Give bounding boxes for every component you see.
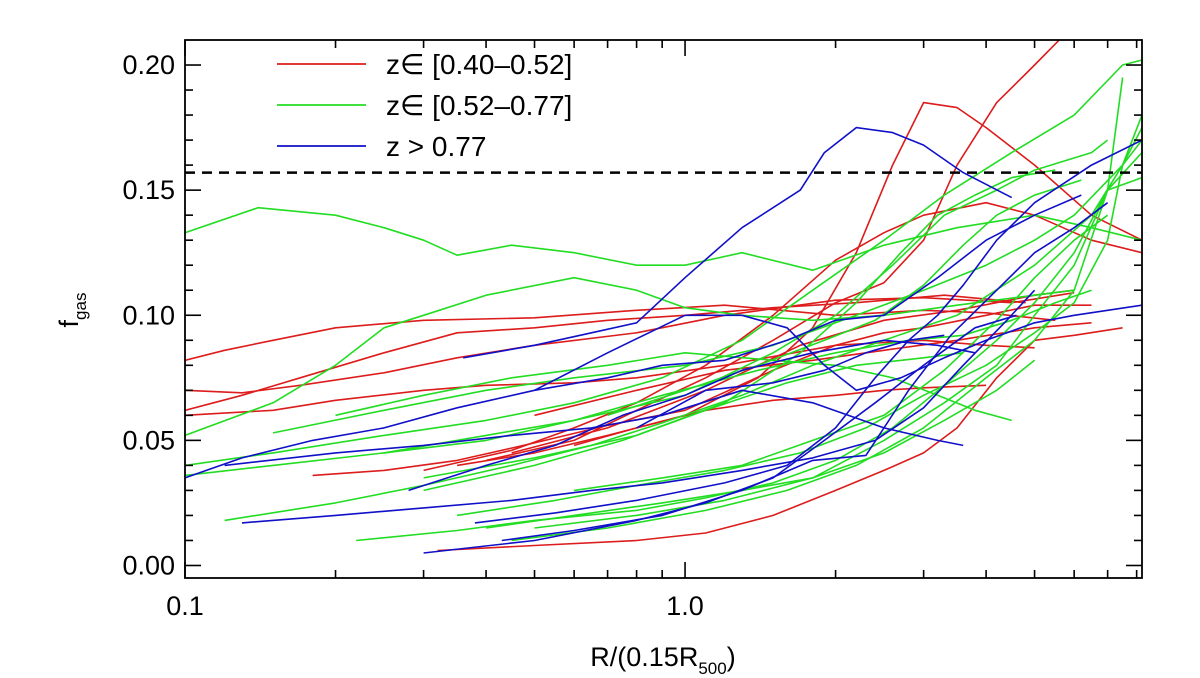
series-2-line-4: [423, 314, 1017, 554]
y-tick-label: 0.15: [122, 175, 175, 205]
series-2-line-6: [474, 139, 1142, 524]
series-0-line-1: [185, 291, 1075, 394]
series-0-line-2: [185, 294, 1026, 412]
legend-label-1: z∈ [0.52–0.77]: [386, 90, 572, 121]
legend-label-2: z > 0.77: [386, 131, 486, 162]
plot-frame: [184, 39, 1143, 579]
legend-label-0: z∈ [0.40–0.52]: [386, 49, 572, 80]
series-1-line-16: [573, 214, 1109, 492]
x-axis-label: R/(0.15R500): [590, 642, 735, 678]
series-1-line-0: [185, 206, 1142, 271]
series-2-line-2: [224, 389, 964, 467]
series-1-line-6: [423, 352, 964, 492]
series-2-line-0: [463, 126, 1013, 359]
series-0-line-9: [573, 384, 987, 447]
series-1-line-4: [185, 59, 1142, 467]
series-0-line-3: [185, 339, 1035, 417]
x-tick-label: 1.0: [666, 591, 704, 621]
series-1-line-15: [272, 139, 1142, 434]
x-tick-label: 0.1: [166, 591, 204, 621]
series-1-line-14: [607, 179, 1082, 417]
series-1-line-13: [534, 359, 1036, 529]
series-2-line-8: [636, 334, 945, 429]
y-axis-label-sub: gas: [71, 293, 90, 320]
series-0-line-7: [485, 40, 1060, 462]
series-2-line-7: [241, 289, 1036, 524]
y-tick-label: 0.05: [122, 425, 175, 455]
y-tick-label: 0.20: [122, 50, 175, 80]
series-1-line-2: [224, 127, 1142, 522]
series-1-line-9: [511, 77, 1124, 542]
series-1-line-1: [185, 276, 1075, 437]
series-1-line-7: [485, 176, 1142, 529]
series-2-line-9: [534, 304, 1142, 392]
legend: z∈ [0.40–0.52] z∈ [0.52–0.77] z > 0.77: [277, 49, 572, 162]
y-tick-label: 0.00: [122, 550, 175, 580]
series-2-line-1: [185, 194, 1082, 479]
ticks-layer: 0.00 0.05 0.10 0.15 0.20 0.1 1.0: [122, 40, 1142, 621]
x-axis-label-close: ): [727, 642, 736, 672]
axis-labels: R/(0.15R500) fgas: [54, 293, 736, 678]
series-0-line-0: [185, 304, 1056, 362]
series-2-line-3: [408, 339, 976, 492]
y-tick-label: 0.10: [122, 300, 175, 330]
x-axis-label-sub: 500: [698, 659, 726, 678]
y-axis-label-main: f: [54, 319, 84, 327]
series-1-line-10: [383, 289, 1092, 454]
series-layer: [185, 40, 1142, 554]
series-0-line-10: [534, 322, 1092, 417]
series-1-line-12: [423, 169, 1056, 479]
x-axis-label-main: R/(0.15R: [590, 642, 698, 672]
y-axis-label: fgas: [54, 293, 90, 328]
series-2-line-5: [501, 202, 1109, 542]
